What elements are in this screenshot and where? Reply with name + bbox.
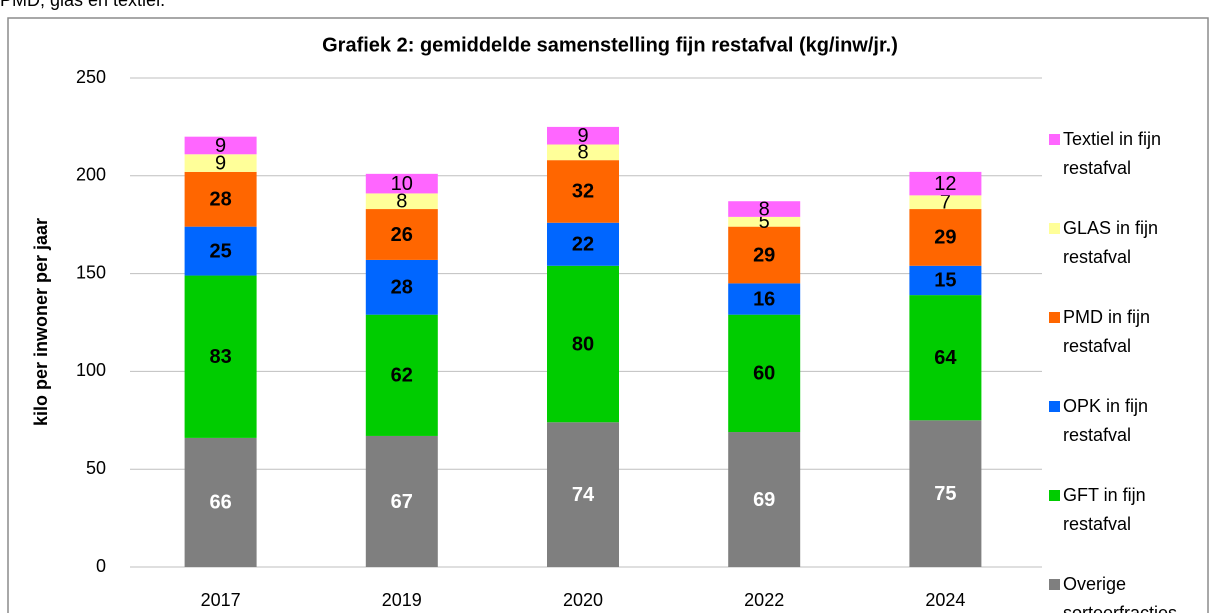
data-label: 26: [391, 224, 413, 246]
bar-segment: [909, 171, 982, 196]
legend-label: Textiel in fijn restafval: [1063, 129, 1162, 178]
legend-swatch: [1049, 134, 1060, 145]
x-tick-label: 2019: [382, 590, 422, 610]
bar-segment: [909, 295, 982, 421]
bar-segment: [184, 171, 257, 227]
data-label: 10: [391, 173, 413, 195]
y-tick-label: 100: [76, 360, 106, 380]
data-label: 83: [209, 346, 231, 368]
y-tick-label: 0: [96, 556, 106, 576]
bar-segment: [365, 173, 438, 194]
bar-segment: [547, 265, 619, 423]
bar-segment: [365, 314, 438, 436]
bar-segment: [365, 209, 438, 260]
y-tick-label: 250: [76, 67, 106, 87]
legend-label: PMD in fijn restafval: [1063, 307, 1151, 356]
bar-segment: [909, 420, 982, 567]
bar-segment: [909, 209, 982, 266]
bar-segment: [547, 160, 619, 223]
data-label: 8: [577, 142, 588, 164]
note: PMD, glas en textiel.: [0, 0, 166, 10]
bar-segment: [728, 201, 801, 217]
data-label: 62: [391, 365, 413, 387]
bar-segment: [728, 216, 801, 227]
bar-segment: [547, 126, 619, 145]
bar-segment: [728, 314, 801, 433]
bar-segment: [909, 195, 982, 210]
data-label: 9: [215, 135, 226, 157]
bar-segment: [365, 259, 438, 315]
legend-swatch: [1049, 490, 1060, 501]
x-tick-label: 2022: [744, 590, 784, 610]
data-label: 32: [572, 181, 594, 203]
legend-swatch: [1049, 312, 1060, 323]
bar-segment: [184, 437, 257, 567]
bar-segment: [547, 144, 619, 161]
data-label: 16: [753, 288, 775, 310]
legend-label: GFT in fijn restafval: [1063, 485, 1146, 534]
data-label: 9: [577, 125, 588, 147]
y-tick-label: 200: [76, 165, 106, 185]
chart-border: [7, 17, 1209, 613]
chart-title: Grafiek 2: gemiddelde samenstelling fijn…: [322, 34, 898, 56]
data-label: 15: [934, 270, 956, 292]
bar-segment: [909, 265, 982, 296]
bar-segment: [547, 422, 619, 567]
legend-swatch: [1049, 223, 1060, 234]
x-tick-label: 2017: [201, 590, 241, 610]
y-tick-label: 50: [86, 458, 106, 478]
bar-segment: [184, 226, 257, 276]
bar-segment: [547, 222, 619, 266]
data-label: 80: [572, 333, 594, 355]
data-label: 8: [396, 191, 407, 213]
data-label: 5: [759, 211, 770, 233]
legend-label: GLAS in fijn restafval: [1063, 218, 1159, 267]
data-label: 69: [753, 489, 775, 511]
y-tick-label: 150: [76, 262, 106, 282]
y-axis-label: kilo per inwoner per jaar: [31, 218, 51, 426]
data-label: 29: [753, 244, 775, 266]
bar-segment: [728, 226, 801, 284]
data-label: 28: [209, 189, 231, 211]
data-label: 8: [759, 198, 770, 220]
data-label: 74: [572, 484, 595, 506]
data-label: 60: [753, 363, 775, 385]
bar-segment: [728, 283, 801, 315]
bar-segment: [184, 136, 257, 155]
bar-segment: [365, 435, 438, 567]
legend-swatch: [1049, 579, 1060, 590]
legend-label: OPK in fijn restafval: [1063, 396, 1149, 445]
data-label: 29: [934, 227, 956, 249]
x-tick-label: 2024: [925, 590, 965, 610]
data-label: 22: [572, 234, 594, 256]
data-label: 67: [391, 491, 413, 513]
data-label: 12: [934, 173, 956, 195]
bar-segment: [184, 275, 257, 438]
data-label: 75: [934, 483, 956, 505]
bar-segment: [365, 193, 438, 210]
data-label: 64: [934, 347, 957, 369]
legend-swatch: [1049, 401, 1060, 412]
x-tick-label: 2020: [563, 590, 603, 610]
bar-segment: [728, 432, 801, 567]
legend-label: Overige sorteerfracties: [1063, 574, 1178, 613]
data-label: 9: [215, 152, 226, 174]
data-label: 66: [209, 492, 231, 514]
bar-segment: [184, 154, 257, 172]
data-label: 28: [391, 277, 413, 299]
data-label: 25: [209, 240, 231, 262]
data-label: 7: [940, 191, 951, 213]
